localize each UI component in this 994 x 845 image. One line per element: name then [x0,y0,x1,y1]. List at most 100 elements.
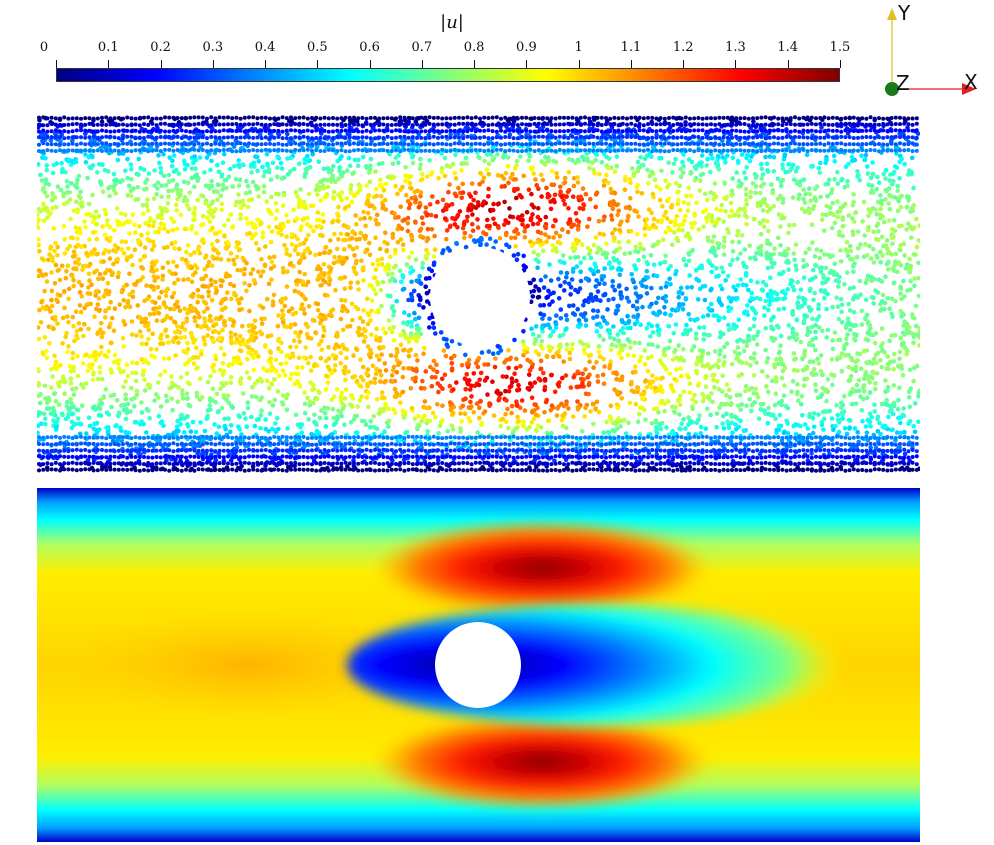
particle [302,174,308,180]
particle [824,398,829,404]
particle [574,384,579,390]
particle-field-view[interactable] [37,114,920,474]
particle [885,296,891,301]
particle [795,368,800,374]
particle [668,263,673,269]
particle [379,303,384,309]
particle [100,276,106,281]
particle [747,326,753,332]
particle [634,299,640,304]
particle [708,190,713,195]
particle [164,334,170,339]
particle [590,160,595,166]
particle [90,192,95,198]
particle [123,396,129,402]
particle [771,251,776,257]
particle [863,316,868,322]
particle [78,195,83,201]
particle [102,315,108,320]
particle [581,203,587,208]
particle [400,374,406,380]
particle [836,284,841,289]
particle [89,365,94,370]
particle [215,189,220,195]
particle [434,362,439,368]
particle [210,225,215,231]
particle [69,411,75,417]
particle [872,409,878,414]
particle [753,175,759,181]
particle [595,379,601,384]
particle [580,371,585,377]
particle [302,311,307,316]
particle [477,181,482,187]
particle [698,424,704,430]
orientation-axes[interactable]: Y X Z [874,0,992,104]
particle [420,265,425,270]
particle [625,352,631,358]
particle [674,367,679,372]
particle [885,250,891,256]
particle [474,401,480,406]
particle [337,194,343,199]
particle [78,309,84,315]
particle [580,341,585,347]
particle [462,230,468,236]
particle [741,428,747,434]
particle [170,177,176,183]
particle [543,225,549,231]
particle [612,190,618,196]
particle [707,332,712,338]
particle [206,289,211,295]
particle [635,249,641,255]
particle [459,161,464,166]
particle [709,308,715,313]
particle [688,317,693,322]
particle [739,152,745,157]
particle [57,277,63,283]
particle [157,295,162,300]
particle [898,335,904,341]
particle [575,180,581,185]
particle [626,239,632,244]
particle [591,315,596,320]
particle [75,373,81,379]
particle [551,158,557,164]
particle [506,244,512,250]
particle [307,158,313,163]
particle [180,396,186,401]
particle [785,287,790,292]
particle [202,428,208,434]
colorbar-tick-mark [735,60,737,68]
particle [662,259,668,265]
particle [656,410,661,415]
particle [70,314,76,320]
particle [705,363,711,368]
particle [478,398,483,404]
particle [878,206,883,212]
particle [417,273,422,279]
particle [529,395,535,401]
particle [561,359,566,364]
particle [757,296,763,302]
particle [725,273,731,279]
particle [509,403,515,409]
particle [430,410,436,416]
particle [786,267,791,272]
particle [812,254,818,259]
particle [137,329,143,334]
particle [637,241,643,247]
particle [267,411,273,417]
particle [427,158,432,163]
particle [321,261,327,267]
particle [276,313,281,318]
particle [409,405,415,411]
particle [477,415,482,421]
particle [431,367,436,372]
particle [647,173,652,179]
colorbar-tick-label: 1.2 [672,40,694,55]
particle [744,343,750,349]
particle [318,355,324,361]
particle [637,358,642,364]
particle [763,298,769,304]
